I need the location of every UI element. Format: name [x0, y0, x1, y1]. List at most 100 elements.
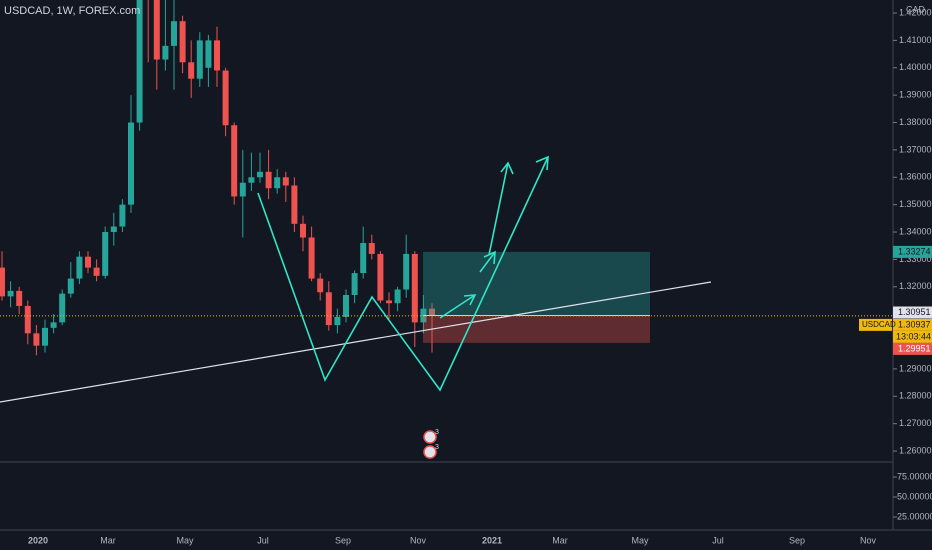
candle-body: [76, 256, 83, 279]
x-tick-label: Sep: [335, 535, 351, 545]
drawings: [0, 155, 712, 403]
candle-body: [368, 242, 375, 254]
y-tick-label: 1.41000: [899, 35, 932, 45]
x-tick-label: 2021: [482, 535, 502, 545]
x-tick-label: Jul: [257, 535, 269, 545]
candle-body: [231, 125, 238, 197]
candle-body: [274, 177, 281, 189]
event-count: 3: [435, 444, 439, 451]
candle-body: [291, 185, 298, 224]
y-tick-label: 1.39000: [899, 90, 932, 100]
y-tick-label: 1.27000: [899, 418, 932, 428]
zigzag-path: [257, 156, 549, 392]
arrow: [488, 162, 509, 256]
candle-body: [300, 223, 306, 238]
plot: [0, 0, 893, 356]
arrow-head: [463, 294, 477, 306]
axes: 1.260001.270001.280001.290001.300001.310…: [28, 7, 932, 545]
candle-body: [351, 273, 358, 295]
candle-body: [179, 21, 186, 63]
candle-body: [85, 256, 91, 268]
y-tick-label: 1.36000: [899, 172, 932, 182]
symbol-tag: USDCAD: [862, 320, 896, 329]
x-tick-label: Nov: [410, 535, 427, 545]
trend-line: [0, 281, 712, 403]
candle-body: [102, 232, 109, 276]
countdown: 13:03:44: [896, 331, 931, 341]
candle-body: [42, 327, 48, 346]
candle-body: [317, 278, 324, 293]
x-tick-label: Sep: [789, 535, 805, 545]
y-tick-label: 1.35000: [899, 199, 932, 209]
arrow-head: [500, 161, 514, 175]
countdown-bg: [893, 330, 932, 343]
arrow-head: [483, 250, 496, 265]
x-tick-label: Mar: [552, 535, 568, 545]
candle-body: [188, 62, 195, 79]
candle-body: [205, 40, 212, 68]
candle-body: [386, 300, 392, 304]
event-badge: [423, 430, 437, 444]
candle-body: [429, 308, 435, 316]
price-tag: 1.33274: [898, 246, 931, 256]
event-badge: [423, 445, 437, 459]
candle-body: [24, 305, 31, 334]
y2-tick-label: 25.00000: [897, 511, 932, 521]
candle-body: [119, 204, 126, 227]
y-tick-label: 1.29000: [899, 363, 932, 373]
candle-body: [394, 289, 401, 304]
y-tick-label: 1.38000: [899, 117, 932, 127]
candle-body: [162, 45, 169, 60]
y2-tick-label: 75.00000: [897, 471, 932, 481]
y-tick-label: 1.33000: [899, 254, 932, 264]
x-tick-label: 2020: [28, 535, 48, 545]
arrow: [479, 251, 496, 273]
price-tag-bg: [893, 306, 932, 319]
x-tick-label: Jul: [712, 535, 724, 545]
price-tag-bg: [893, 318, 932, 331]
candle-body: [136, 0, 143, 123]
candle-body: [377, 253, 384, 301]
candle-body: [403, 253, 410, 290]
candle-body: [343, 294, 349, 317]
candle-body: [222, 70, 229, 126]
y2-tick-label: 50.00000: [897, 491, 932, 501]
y-tick-label: 1.42000: [899, 7, 932, 17]
y-tick-label: 1.34000: [899, 226, 932, 236]
y-tick-label: 1.26000: [899, 445, 932, 455]
candle-body: [334, 316, 341, 326]
candle-body: [214, 40, 220, 71]
candle-body: [153, 0, 160, 60]
price-tag: 1.29951: [898, 343, 931, 353]
candle-body: [239, 182, 246, 197]
price-tag-bg: [893, 342, 932, 355]
arrow: [439, 294, 476, 319]
price-tag: 1.30951: [898, 307, 931, 317]
candle-body: [16, 290, 23, 306]
candle-body: [128, 122, 134, 205]
x-tick-label: Nov: [860, 535, 877, 545]
currency-label: CAD: [906, 4, 926, 14]
loss-zone: [423, 315, 650, 343]
candle-body: [59, 293, 66, 323]
y-tick-label: 1.40000: [899, 62, 932, 72]
candle-body: [50, 322, 57, 328]
candle-body: [171, 21, 177, 46]
candle-body: [265, 171, 272, 189]
candle-body: [67, 278, 74, 294]
arrow-head: [535, 155, 549, 171]
candle-body: [308, 237, 315, 279]
candle-body: [33, 333, 40, 346]
candle-body: [257, 171, 263, 178]
candle-body: [248, 177, 255, 183]
event-count: 3: [435, 429, 439, 436]
x-tick-label: Mar: [100, 535, 116, 545]
x-tick-label: May: [176, 535, 194, 545]
price-tag: 1.30937: [898, 319, 931, 329]
candle-body: [360, 242, 367, 274]
candle-body: [110, 226, 117, 233]
x-tick-label: May: [631, 535, 649, 545]
y-tick-label: 1.32000: [899, 281, 932, 291]
y-tick-label: 1.28000: [899, 391, 932, 401]
